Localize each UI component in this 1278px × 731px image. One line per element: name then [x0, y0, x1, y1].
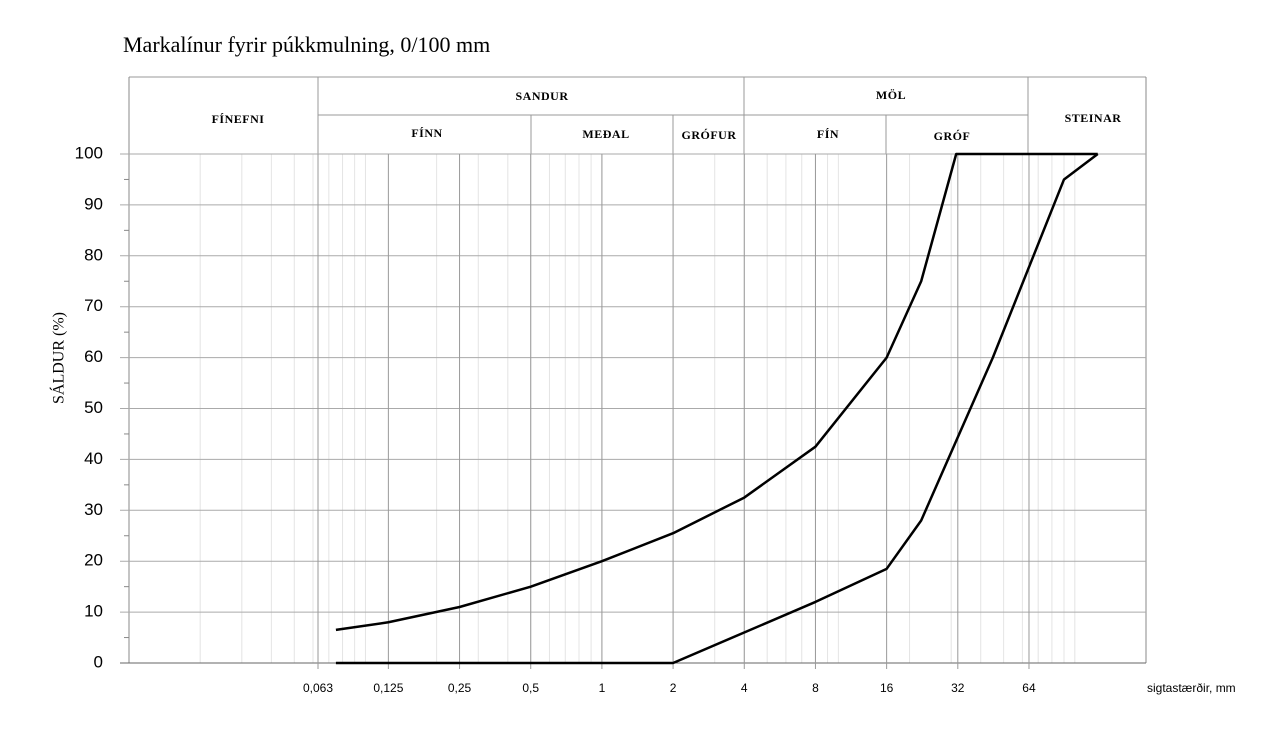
curve — [335, 153, 1099, 665]
x-tick-label: 1 — [599, 681, 606, 695]
y-tick-label: 80 — [84, 245, 103, 264]
x-tick-label: 0,5 — [522, 681, 539, 695]
y-tick-label: 60 — [84, 347, 103, 366]
zone-label: FÍNN — [411, 126, 442, 140]
zone-label: STEINAR — [1065, 111, 1122, 125]
y-tick-label: 50 — [84, 398, 103, 417]
zone-label: MÖL — [876, 88, 906, 102]
zone-label: FÍNEFNI — [212, 112, 265, 126]
y-tick-label: 30 — [84, 500, 103, 519]
y-tick-label: 10 — [84, 602, 103, 621]
y-tick-label: 40 — [84, 449, 103, 468]
x-tick-label: 0,063 — [303, 681, 333, 695]
x-tick-label: 32 — [951, 681, 965, 695]
x-tick-label: 64 — [1022, 681, 1036, 695]
x-axis-label: sigtastærðir, mm — [1147, 681, 1236, 695]
zone-label: FÍN — [817, 127, 839, 141]
zone-label: GRÓFUR — [682, 128, 737, 142]
x-tick-label: 2 — [670, 681, 677, 695]
y-tick-label: 90 — [84, 194, 103, 213]
zone-label: GRÓF — [934, 129, 971, 143]
zone-header: FÍNEFNI SANDUR FÍNN MEÐAL GRÓFUR MÖL FÍN… — [129, 76, 1146, 155]
x-tick-label: 8 — [812, 681, 819, 695]
x-tick-label: 16 — [880, 681, 894, 695]
y-tick-label: 20 — [84, 551, 103, 570]
zone-label: MEÐAL — [582, 127, 629, 141]
y-tick-label: 100 — [75, 143, 103, 162]
y-axis-label: SÁLDUR (%) — [49, 312, 68, 404]
x-tick-label: 0,25 — [448, 681, 472, 695]
y-tick-label: 0 — [94, 652, 103, 671]
y-tick-label: 70 — [84, 296, 103, 315]
x-tick-label: 4 — [741, 681, 748, 695]
chart-title: Markalínur fyrir púkkmulning, 0/100 mm — [123, 32, 490, 57]
curve — [335, 152, 1098, 632]
zone-label: SANDUR — [515, 89, 568, 103]
x-tick-label: 0,125 — [373, 681, 403, 695]
